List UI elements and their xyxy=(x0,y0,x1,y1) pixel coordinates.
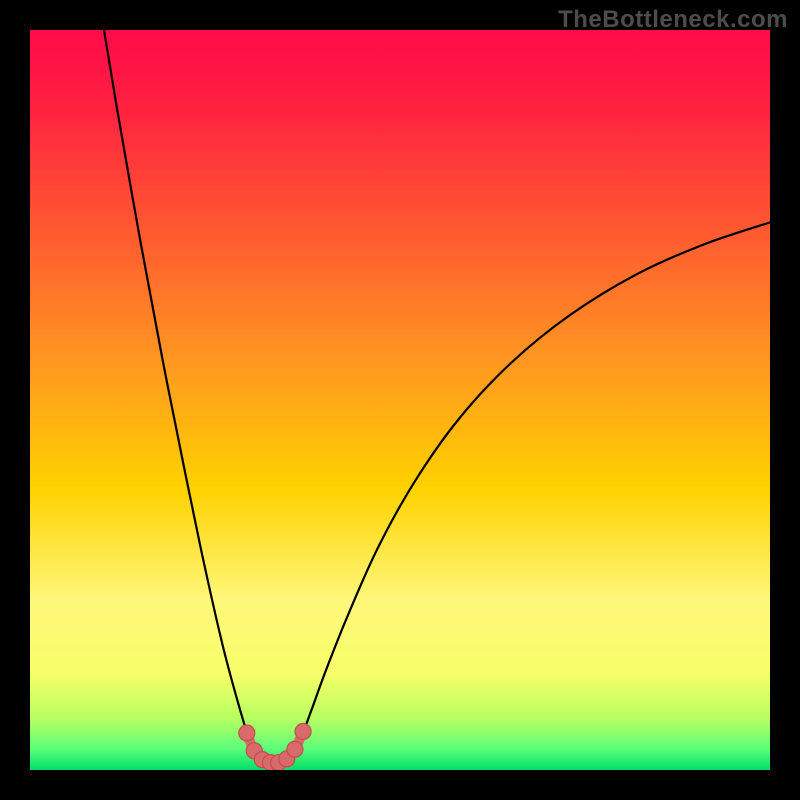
curve-right xyxy=(285,222,770,760)
curve-layer xyxy=(0,0,800,800)
bead xyxy=(239,725,255,741)
bead xyxy=(287,741,303,757)
curve-left xyxy=(104,30,263,760)
bead xyxy=(295,724,311,740)
chart-container: TheBottleneck.com xyxy=(0,0,800,800)
